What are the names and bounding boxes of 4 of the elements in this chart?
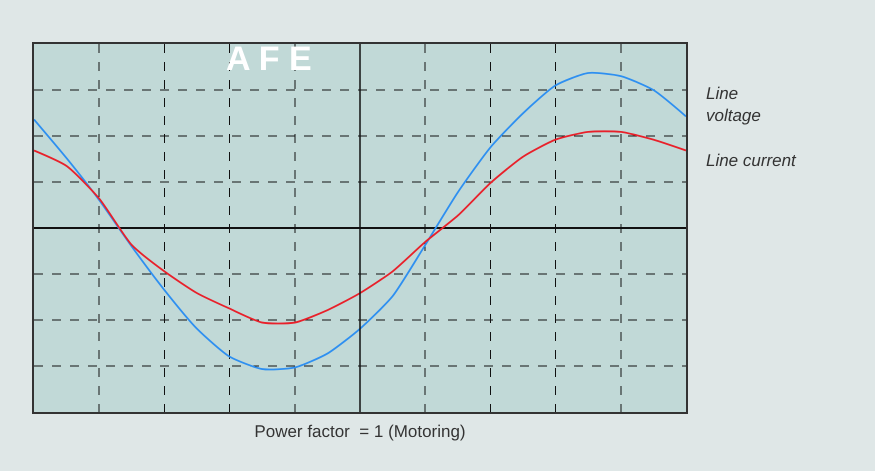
series-label: Line current xyxy=(706,151,798,170)
x-axis-title: Power factor = 1 (Motoring) xyxy=(254,422,466,441)
annotation: A F E xyxy=(226,40,312,78)
series-label: Line voltage xyxy=(706,84,761,126)
